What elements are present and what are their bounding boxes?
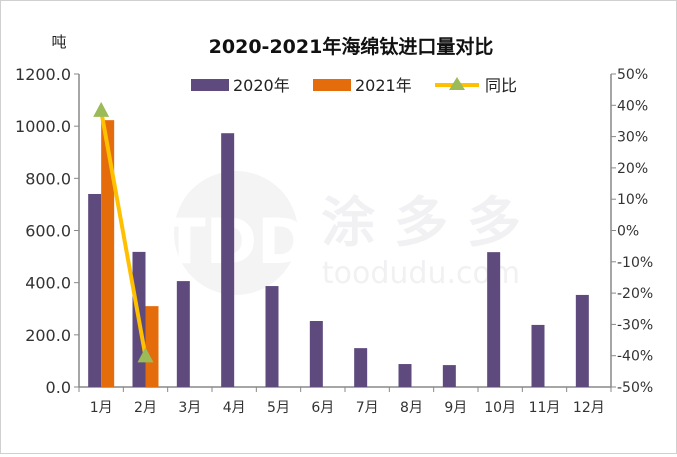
bar-2020年 — [265, 286, 279, 387]
x-tick-label: 5月 — [267, 400, 290, 416]
bar-2020年 — [442, 365, 456, 387]
y2-tick-label: 20% — [617, 161, 648, 177]
x-tick-label: 4月 — [223, 400, 246, 416]
bar-2020年 — [309, 321, 323, 387]
bar-2020年 — [176, 281, 190, 387]
y-tick-label: 600.0 — [25, 222, 71, 241]
x-tick-label: 2月 — [134, 400, 157, 416]
y-tick-label: 200.0 — [25, 326, 71, 345]
bar-2021年 — [101, 120, 115, 387]
line-marker — [93, 101, 110, 117]
bar-2020年 — [221, 133, 235, 387]
svg-text:toodudu.com: toodudu.com — [322, 256, 520, 291]
y-tick-label: 1000.0 — [15, 117, 71, 136]
y2-tick-label: 10% — [617, 192, 648, 208]
bar-2020年 — [575, 294, 589, 387]
svg-text:TDD: TDD — [163, 205, 308, 278]
x-tick-label: 10月 — [484, 400, 516, 416]
y2-tick-label: -20% — [617, 286, 653, 302]
y-tick-label: 400.0 — [25, 274, 71, 293]
y2-tick-label: -10% — [617, 255, 653, 271]
bar-2020年 — [487, 252, 501, 387]
chart-title: 2020-2021年海绵钛进口量对比 — [209, 35, 494, 58]
x-tick-label: 9月 — [444, 400, 467, 416]
legend-label: 2020年 — [233, 76, 290, 95]
y2-tick-label: 30% — [617, 130, 648, 146]
x-tick-label: 8月 — [400, 400, 423, 416]
y2-tick-label: -30% — [617, 317, 653, 333]
watermark-logo: TDD 涂 多 多 toodudu.com — [163, 171, 521, 295]
x-tick-label: 1月 — [90, 400, 113, 416]
y2-tick-label: 50% — [617, 67, 648, 83]
x-tick-label: 7月 — [356, 400, 379, 416]
x-tick-label: 12月 — [573, 400, 605, 416]
y2-tick-label: -40% — [617, 349, 653, 365]
y-axis-label: 吨 — [51, 33, 66, 51]
legend-label: 2021年 — [355, 76, 412, 95]
x-tick-label: 6月 — [311, 400, 334, 416]
line-marker — [137, 347, 154, 363]
y2-tick-label: 0% — [617, 224, 639, 240]
x-tick-label: 11月 — [529, 400, 561, 416]
bar-2021年 — [145, 306, 159, 387]
y-tick-label: 800.0 — [25, 169, 71, 188]
y2-tick-label: 40% — [617, 98, 648, 114]
y2-tick-label: -50% — [617, 380, 653, 396]
legend-label: 同比 — [485, 76, 517, 95]
y-tick-label: 0.0 — [46, 378, 71, 397]
legend-marker — [449, 77, 465, 90]
bar-2020年 — [88, 193, 102, 387]
line-同比 — [99, 110, 148, 357]
x-tick-label: 3月 — [178, 400, 201, 416]
legend-swatch — [191, 79, 229, 91]
bar-2020年 — [531, 324, 545, 387]
svg-text:涂 多 多: 涂 多 多 — [321, 191, 521, 254]
bar-2020年 — [354, 348, 368, 387]
y-tick-label: 1200.0 — [15, 65, 71, 84]
legend-swatch — [313, 79, 351, 91]
bar-2020年 — [398, 364, 412, 387]
